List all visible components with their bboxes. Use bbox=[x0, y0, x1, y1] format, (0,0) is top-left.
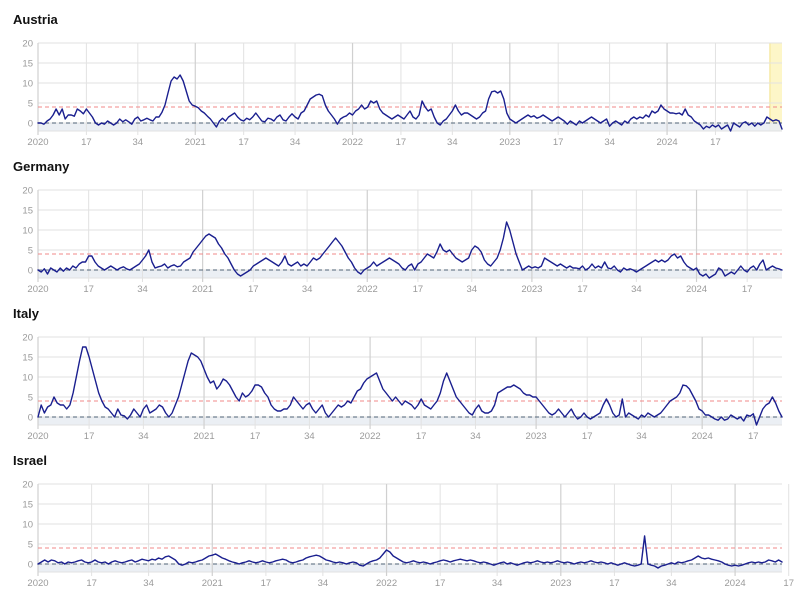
y-tick-label: 20 bbox=[22, 333, 33, 344]
x-tick-label: 34 bbox=[138, 431, 149, 442]
x-tick-label: 2021 bbox=[193, 431, 214, 442]
x-tick-label: 17 bbox=[783, 578, 794, 589]
y-tick-label: 10 bbox=[22, 520, 33, 531]
x-tick-label: 34 bbox=[302, 284, 313, 295]
series-line-italy bbox=[37, 346, 783, 426]
x-tick-label: 17 bbox=[250, 431, 261, 442]
panel-title: Germany bbox=[13, 159, 70, 174]
x-tick-label: 17 bbox=[413, 284, 424, 295]
x-tick-label: 2024 bbox=[725, 578, 746, 589]
x-tick-label: 34 bbox=[447, 137, 458, 148]
x-tick-label: 17 bbox=[81, 137, 92, 148]
y-tick-label: 0 bbox=[28, 119, 33, 130]
x-tick-label: 34 bbox=[137, 284, 148, 295]
x-tick-label: 2020 bbox=[27, 431, 48, 442]
y-tick-label: 10 bbox=[22, 226, 33, 237]
x-tick-label: 17 bbox=[86, 578, 97, 589]
series-line-israel bbox=[37, 535, 783, 569]
y-tick-label: 15 bbox=[22, 500, 33, 511]
x-tick-label: 34 bbox=[631, 284, 642, 295]
x-tick-label: 34 bbox=[470, 431, 481, 442]
x-tick-label: 17 bbox=[710, 137, 721, 148]
y-tick-label: 10 bbox=[22, 373, 33, 384]
x-tick-label: 2023 bbox=[499, 137, 520, 148]
x-tick-label: 2022 bbox=[342, 137, 363, 148]
y-tick-label: 15 bbox=[22, 206, 33, 217]
x-tick-label: 17 bbox=[416, 431, 427, 442]
x-tick-label: 2021 bbox=[185, 137, 206, 148]
x-tick-label: 2020 bbox=[27, 284, 48, 295]
y-tick-label: 0 bbox=[28, 413, 33, 424]
x-tick-label: 2024 bbox=[657, 137, 678, 148]
y-tick-label: 15 bbox=[22, 59, 33, 70]
x-tick-label: 17 bbox=[748, 431, 759, 442]
x-tick-label: 34 bbox=[492, 578, 503, 589]
x-tick-label: 2022 bbox=[376, 578, 397, 589]
x-tick-label: 17 bbox=[609, 578, 620, 589]
x-tick-label: 2024 bbox=[692, 431, 713, 442]
x-tick-label: 2021 bbox=[192, 284, 213, 295]
x-tick-label: 34 bbox=[318, 578, 329, 589]
x-tick-label: 2023 bbox=[521, 284, 542, 295]
x-tick-label: 17 bbox=[84, 431, 95, 442]
y-tick-label: 20 bbox=[22, 480, 33, 491]
highlight-region bbox=[769, 43, 782, 131]
panel-title: Italy bbox=[13, 306, 40, 321]
x-tick-label: 2020 bbox=[27, 137, 48, 148]
x-tick-label: 17 bbox=[577, 284, 588, 295]
x-tick-label: 17 bbox=[83, 284, 94, 295]
y-tick-label: 5 bbox=[28, 393, 33, 404]
y-tick-label: 5 bbox=[28, 99, 33, 110]
panel-title: Israel bbox=[13, 453, 47, 468]
series-line-austria bbox=[37, 74, 783, 132]
x-tick-label: 34 bbox=[666, 578, 677, 589]
x-tick-label: 17 bbox=[238, 137, 249, 148]
y-tick-label: 0 bbox=[28, 560, 33, 571]
y-tick-label: 20 bbox=[22, 186, 33, 197]
y-tick-label: 5 bbox=[28, 540, 33, 551]
y-tick-label: 10 bbox=[22, 79, 33, 90]
y-tick-label: 20 bbox=[22, 39, 33, 50]
x-tick-label: 2023 bbox=[550, 578, 571, 589]
x-tick-label: 34 bbox=[143, 578, 154, 589]
y-tick-label: 15 bbox=[22, 353, 33, 364]
series-line-germany bbox=[37, 221, 783, 279]
baseline-band bbox=[38, 417, 782, 425]
y-tick-label: 5 bbox=[28, 246, 33, 257]
x-tick-label: 34 bbox=[290, 137, 301, 148]
baseline-band bbox=[38, 270, 782, 278]
x-tick-label: 2024 bbox=[686, 284, 707, 295]
x-tick-label: 17 bbox=[742, 284, 753, 295]
x-tick-label: 34 bbox=[604, 137, 615, 148]
x-tick-label: 17 bbox=[553, 137, 564, 148]
x-tick-label: 34 bbox=[133, 137, 144, 148]
x-tick-label: 17 bbox=[435, 578, 446, 589]
x-tick-label: 2022 bbox=[360, 431, 381, 442]
x-tick-label: 34 bbox=[304, 431, 315, 442]
x-tick-label: 34 bbox=[466, 284, 477, 295]
x-tick-label: 2022 bbox=[357, 284, 378, 295]
x-tick-label: 17 bbox=[261, 578, 272, 589]
x-tick-label: 2021 bbox=[202, 578, 223, 589]
baseline-band bbox=[38, 564, 782, 572]
x-tick-label: 17 bbox=[396, 137, 407, 148]
x-tick-label: 2023 bbox=[526, 431, 547, 442]
x-tick-label: 2020 bbox=[27, 578, 48, 589]
baseline-band bbox=[38, 123, 782, 131]
x-tick-label: 34 bbox=[636, 431, 647, 442]
x-tick-label: 17 bbox=[582, 431, 593, 442]
x-tick-label: 17 bbox=[248, 284, 259, 295]
panel-title: Austria bbox=[13, 12, 59, 27]
y-tick-label: 0 bbox=[28, 266, 33, 277]
